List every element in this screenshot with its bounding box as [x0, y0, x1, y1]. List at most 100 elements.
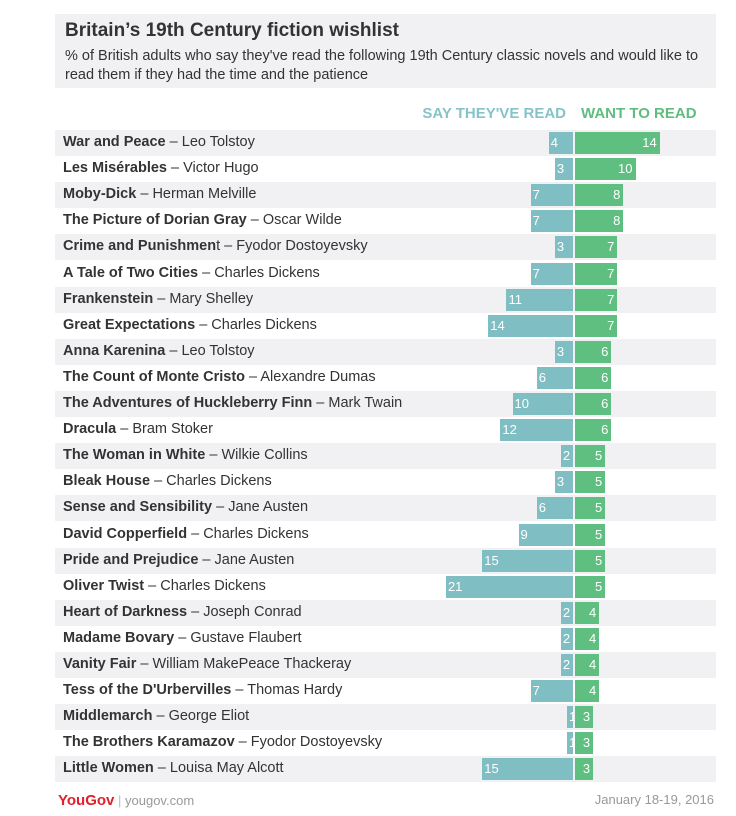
category-label: A Tale of Two Cities – Charles Dickens	[63, 264, 320, 281]
book-author: Bram Stoker	[132, 421, 213, 438]
book-title: Bleak House	[63, 473, 151, 490]
book-author: Oscar Wilde	[262, 212, 342, 229]
chart-header: Britain’s 19th Century fiction wishlist …	[55, 14, 716, 88]
book-author: Charles Dickens	[166, 473, 272, 490]
book-title: Moby-Dick	[63, 186, 137, 203]
bar-read: 1	[566, 706, 576, 729]
bar-want: 7	[575, 236, 618, 259]
book-author: Charles Dickens	[160, 577, 266, 594]
bar-want: 7	[575, 262, 618, 285]
bar-want: 5	[575, 497, 606, 520]
book-author: Leo Tolstoy	[181, 342, 255, 359]
bar-read: 2	[560, 445, 573, 468]
book-title: Anna Karenina	[63, 342, 166, 359]
chart-row: The Adventures of Huckleberry Finn – Mar…	[55, 391, 716, 417]
book-title: The Woman in White	[63, 447, 206, 464]
bar-read: 15	[482, 758, 573, 781]
bar-read: 2	[560, 601, 573, 624]
book-title: Pride and Prejudice	[63, 551, 199, 568]
book-author: Joseph Conrad	[203, 603, 302, 620]
chart-row: Heart of Darkness – Joseph Conrad 2 4	[55, 599, 716, 626]
category-label: Little Women – Louisa May Alcott	[63, 760, 284, 777]
book-author: Victor Hugo	[183, 160, 259, 177]
book-title: Dracula	[63, 421, 117, 438]
bar-want: 6	[575, 393, 612, 415]
book-title: Great Expectations	[63, 316, 196, 333]
bar-want: 3	[575, 758, 594, 781]
chart-row: War and Peace – Leo Tolstoy 4 14	[55, 130, 716, 156]
category-label: Les Misérables – Victor Hugo	[63, 160, 259, 177]
category-label: Pride and Prejudice – Jane Austen	[63, 551, 295, 568]
category-label: War and Peace – Leo Tolstoy	[63, 134, 255, 150]
bar-read: 3	[554, 340, 573, 363]
book-author: t – Fyodor Dostoyevsky	[216, 238, 368, 255]
chart-row: The Woman in White – Wilkie Collins 2 5	[55, 443, 716, 470]
legend-read: SAY THEY'VE READ	[422, 105, 566, 122]
category-label: Moby-Dick – Herman Melville	[63, 186, 257, 203]
chart-row: Sense and Sensibility – Jane Austen 6 5	[55, 495, 716, 522]
bar-read: 4	[548, 132, 573, 154]
book-title: David Copperfield	[63, 525, 188, 542]
category-label: The Count of Monte Cristo – Alexandre Du…	[63, 368, 376, 385]
book-author: Charles Dickens	[214, 264, 320, 281]
book-title: The Picture of Dorian Gray	[63, 212, 247, 229]
chart-row: Little Women – Louisa May Alcott 15 3	[55, 756, 716, 783]
bar-read: 10	[512, 393, 573, 415]
book-title: Tess of the D'Urbervilles	[63, 682, 232, 699]
category-label: Crime and Punishment – Fyodor Dostoyevsk…	[63, 238, 368, 254]
legend-want: WANT TO READ	[581, 105, 697, 122]
bar-read: 7	[530, 680, 573, 703]
yougov-logo: YouGov	[58, 792, 115, 809]
chart-row: Oliver Twist – Charles Dickens 21 5	[55, 574, 716, 600]
book-author: Wilkie Collins	[221, 447, 308, 464]
bar-want: 6	[575, 340, 612, 363]
bar-want: 14	[575, 132, 660, 154]
bar-read: 9	[518, 523, 573, 546]
bar-want: 7	[575, 288, 618, 311]
category-label: Middlemarch – George Eliot	[63, 708, 250, 725]
chart-row: Pride and Prejudice – Jane Austen 15 5	[55, 547, 716, 574]
chart-row: Vanity Fair – William MakePeace Thackera…	[55, 652, 716, 678]
chart-row: Crime and Punishment – Fyodor Dostoyevsk…	[55, 234, 716, 261]
bar-want: 6	[575, 366, 612, 389]
bar-want: 10	[575, 158, 636, 181]
category-label: Dracula – Bram Stoker	[63, 421, 213, 438]
chart-row: Les Misérables – Victor Hugo 3 10	[55, 156, 716, 182]
chart-row: The Picture of Dorian Gray – Oscar Wilde…	[55, 208, 716, 234]
bar-read: 15	[482, 549, 573, 572]
bar-read: 7	[530, 184, 573, 207]
category-label: Frankenstein – Mary Shelley	[63, 290, 254, 307]
category-label: Great Expectations – Charles Dickens	[63, 316, 317, 333]
bar-want: 6	[575, 419, 612, 442]
bar-want: 5	[575, 549, 606, 572]
book-author: William MakePeace Thackeray	[152, 656, 352, 672]
chart-row: David Copperfield – Charles Dickens 9 5	[55, 522, 716, 548]
bar-want: 5	[575, 471, 606, 494]
bar-want: 4	[575, 680, 600, 703]
bar-want: 4	[575, 654, 600, 676]
chart-row: The Count of Monte Cristo – Alexandre Du…	[55, 365, 716, 391]
book-title: The Brothers Karamazov	[63, 734, 235, 751]
book-author: Thomas Hardy	[247, 682, 343, 699]
bar-want: 3	[575, 732, 594, 755]
book-title: Sense and Sensibility	[63, 499, 213, 516]
book-author: Charles Dickens	[203, 525, 309, 542]
footer-brand: YouGov | yougov.com	[58, 792, 195, 809]
bar-read: 3	[554, 471, 573, 494]
chart-row: Moby-Dick – Herman Melville 7 8	[55, 182, 716, 209]
book-author: Jane Austen	[228, 499, 309, 516]
chart-row: Anna Karenina – Leo Tolstoy 3 6	[55, 338, 716, 365]
chart-row: Madame Bovary – Gustave Flaubert 2 4	[55, 626, 716, 652]
book-title: The Adventures of Huckleberry Finn	[63, 395, 313, 411]
book-author: Jane Austen	[214, 551, 295, 568]
category-label: The Adventures of Huckleberry Finn – Mar…	[63, 395, 403, 411]
category-label: Tess of the D'Urbervilles – Thomas Hardy	[63, 682, 343, 699]
footer-site[interactable]: yougov.com	[125, 793, 195, 808]
bar-want: 3	[575, 706, 594, 729]
bar-read: 3	[554, 158, 573, 181]
book-title: Heart of Darkness	[63, 603, 188, 620]
chart-row: Middlemarch – George Eliot 1 3	[55, 704, 716, 731]
bar-read: 1	[566, 732, 576, 755]
book-author: Alexandre Dumas	[260, 368, 376, 385]
chart-row: Bleak House – Charles Dickens 3 5	[55, 469, 716, 495]
